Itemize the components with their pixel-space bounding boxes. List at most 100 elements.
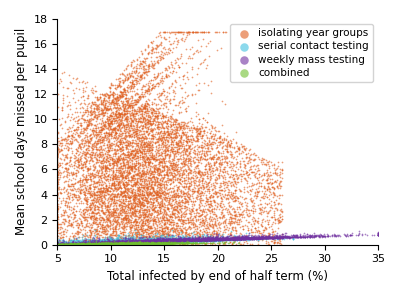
serial contact testing xyxy=(144,238,151,242)
weekly mass testing xyxy=(240,235,246,240)
isolating year groups xyxy=(248,198,254,202)
serial contact testing xyxy=(144,240,151,244)
isolating year groups xyxy=(168,213,174,218)
combined xyxy=(107,242,113,246)
isolating year groups xyxy=(163,159,170,164)
weekly mass testing xyxy=(160,239,166,243)
weekly mass testing xyxy=(257,236,263,241)
combined xyxy=(150,241,157,246)
isolating year groups xyxy=(221,136,227,141)
isolating year groups xyxy=(101,194,107,199)
isolating year groups xyxy=(114,215,121,220)
isolating year groups xyxy=(256,171,262,176)
isolating year groups xyxy=(168,194,175,199)
serial contact testing xyxy=(126,238,132,243)
isolating year groups xyxy=(127,212,133,217)
isolating year groups xyxy=(202,226,208,231)
isolating year groups xyxy=(126,196,133,201)
serial contact testing xyxy=(217,238,223,242)
isolating year groups xyxy=(141,70,147,75)
weekly mass testing xyxy=(375,232,381,237)
isolating year groups xyxy=(124,204,131,209)
isolating year groups xyxy=(106,159,112,164)
isolating year groups xyxy=(198,173,205,178)
combined xyxy=(194,240,200,245)
weekly mass testing xyxy=(178,238,185,243)
serial contact testing xyxy=(162,238,169,243)
serial contact testing xyxy=(183,238,190,243)
isolating year groups xyxy=(222,144,229,148)
isolating year groups xyxy=(116,139,122,143)
isolating year groups xyxy=(82,172,89,177)
isolating year groups xyxy=(151,140,158,145)
isolating year groups xyxy=(248,198,255,203)
isolating year groups xyxy=(178,125,184,130)
isolating year groups xyxy=(204,119,210,124)
serial contact testing xyxy=(110,240,117,245)
combined xyxy=(98,242,105,246)
combined xyxy=(122,241,128,246)
isolating year groups xyxy=(56,167,62,172)
isolating year groups xyxy=(223,239,230,244)
isolating year groups xyxy=(186,185,192,190)
isolating year groups xyxy=(130,193,137,198)
serial contact testing xyxy=(109,240,116,245)
serial contact testing xyxy=(134,240,140,244)
weekly mass testing xyxy=(147,238,154,242)
isolating year groups xyxy=(125,166,131,170)
weekly mass testing xyxy=(150,237,156,241)
isolating year groups xyxy=(150,238,157,243)
isolating year groups xyxy=(154,213,160,218)
isolating year groups xyxy=(132,209,138,214)
isolating year groups xyxy=(192,126,198,131)
combined xyxy=(83,242,89,247)
weekly mass testing xyxy=(261,236,268,240)
isolating year groups xyxy=(158,150,164,155)
isolating year groups xyxy=(169,166,175,170)
serial contact testing xyxy=(168,238,174,243)
serial contact testing xyxy=(130,238,136,243)
isolating year groups xyxy=(166,227,173,232)
isolating year groups xyxy=(184,135,191,139)
serial contact testing xyxy=(176,236,183,241)
isolating year groups xyxy=(105,224,111,228)
isolating year groups xyxy=(121,184,128,189)
isolating year groups xyxy=(129,223,135,228)
isolating year groups xyxy=(113,131,119,135)
isolating year groups xyxy=(63,154,69,159)
isolating year groups xyxy=(144,119,151,124)
isolating year groups xyxy=(120,169,126,173)
weekly mass testing xyxy=(258,235,264,240)
isolating year groups xyxy=(121,135,128,140)
isolating year groups xyxy=(75,156,82,161)
isolating year groups xyxy=(137,138,143,143)
serial contact testing xyxy=(245,237,252,241)
isolating year groups xyxy=(148,102,155,106)
isolating year groups xyxy=(97,225,104,230)
isolating year groups xyxy=(189,191,195,196)
isolating year groups xyxy=(152,151,159,156)
isolating year groups xyxy=(118,185,124,190)
combined xyxy=(96,242,102,246)
serial contact testing xyxy=(82,240,88,245)
weekly mass testing xyxy=(264,234,271,239)
isolating year groups xyxy=(75,133,82,138)
isolating year groups xyxy=(125,242,131,246)
serial contact testing xyxy=(132,240,138,244)
isolating year groups xyxy=(254,176,260,180)
isolating year groups xyxy=(82,192,88,197)
weekly mass testing xyxy=(86,240,93,245)
isolating year groups xyxy=(112,219,118,224)
isolating year groups xyxy=(63,241,69,246)
combined xyxy=(110,241,117,246)
isolating year groups xyxy=(252,217,258,222)
serial contact testing xyxy=(168,239,174,244)
serial contact testing xyxy=(82,241,88,246)
weekly mass testing xyxy=(181,238,188,243)
isolating year groups xyxy=(100,137,106,142)
weekly mass testing xyxy=(204,238,210,242)
combined xyxy=(127,241,133,246)
isolating year groups xyxy=(212,192,218,197)
isolating year groups xyxy=(202,200,208,205)
isolating year groups xyxy=(100,165,106,170)
